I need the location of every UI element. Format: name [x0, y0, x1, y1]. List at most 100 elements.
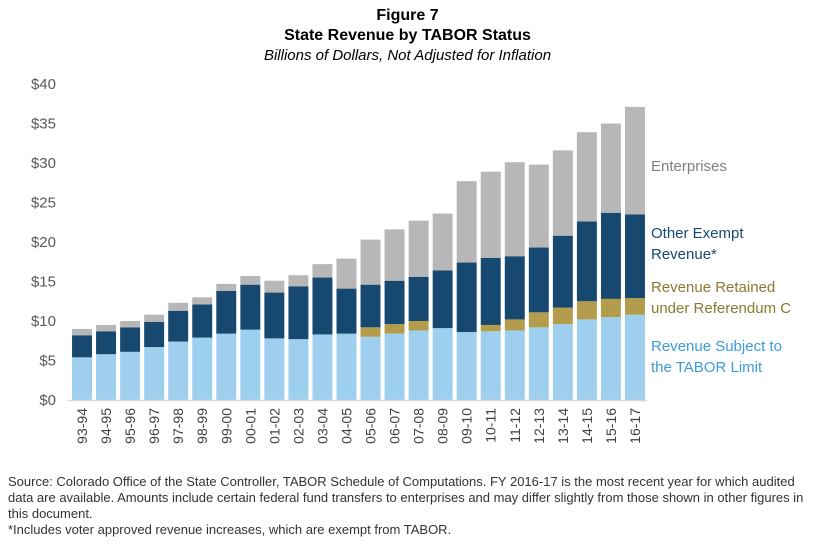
chart-title: State Revenue by TABOR Status: [284, 27, 531, 44]
bar-segment: [360, 327, 381, 337]
y-tick-label: $40: [31, 76, 56, 93]
x-tick-label: 08-09: [435, 408, 451, 444]
x-tick-label: 98-99: [194, 408, 210, 444]
bar-segment: [504, 256, 525, 320]
y-tick-label: $20: [31, 234, 56, 251]
x-tick-label: 04-05: [338, 408, 354, 444]
bar-segment: [360, 284, 381, 328]
bar-segment: [72, 328, 92, 336]
bar-segment: [480, 257, 501, 325]
y-tick-label: $25: [31, 195, 56, 212]
legend-label: Enterprises: [651, 158, 727, 175]
bar-stack-14-15: [576, 132, 597, 400]
bar-stack-12-13: [528, 164, 549, 400]
bar-stack-03-04: [312, 264, 333, 400]
bar-segment: [408, 276, 429, 321]
x-tick-label: 01-02: [266, 408, 282, 444]
bar-segment: [480, 324, 501, 332]
bar-segment: [168, 302, 189, 311]
bar-segment: [625, 214, 645, 299]
bar-stack-08-09: [432, 213, 453, 400]
bar-segment: [384, 280, 405, 325]
bar-segment: [600, 123, 621, 213]
y-tick-label: $5: [39, 353, 56, 370]
x-tick-label: 09-10: [459, 408, 475, 444]
bar-segment: [240, 284, 261, 330]
bar-segment: [72, 357, 92, 400]
x-tick-label: 11-12: [507, 408, 523, 443]
bar-stack-15-16: [600, 123, 621, 400]
legend-label: the TABOR Limit: [651, 359, 763, 376]
bar-segment: [144, 321, 165, 348]
bar-segment: [456, 332, 477, 400]
bar-segment: [312, 277, 333, 335]
bar-segment: [480, 331, 501, 400]
bar-segment: [288, 286, 309, 340]
bar-segment: [312, 334, 333, 400]
legend-label: Revenue Subject to: [651, 338, 782, 355]
bar-stack-07-08: [408, 220, 429, 400]
bar-stack-11-12: [504, 162, 525, 400]
chart-subtitle: Billions of Dollars, Not Adjusted for In…: [263, 47, 552, 64]
bar-stack-05-06: [360, 239, 381, 400]
bar-segment: [384, 333, 405, 400]
bar-stack-98-99: [192, 297, 213, 400]
legend-label: under Referendum C: [651, 300, 791, 317]
bar-segment: [120, 327, 141, 352]
legend-item: Revenue Subject to the TABOR Limit: [651, 338, 782, 376]
stacked-bar-chart: $0 $5 $10 $15 $20 $25 $30 $35 $40 93-94 94-95 95-9…: [31, 76, 791, 444]
figure-number: Figure 7: [376, 7, 439, 24]
bar-segment: [384, 229, 405, 281]
bar-stack-09-10: [456, 181, 477, 400]
bar-segment: [384, 324, 405, 334]
bar-segment: [432, 328, 453, 400]
x-tick-label: 96-97: [146, 408, 162, 444]
bar-segment: [120, 351, 141, 400]
bar-segment: [192, 304, 213, 338]
bar-segment: [96, 331, 117, 355]
bar-segment: [336, 258, 357, 289]
source-text: Source: Colorado Office of the State Con…: [8, 474, 804, 521]
bar-segment: [408, 321, 429, 331]
bar-stack-13-14: [552, 150, 573, 400]
bar-segment: [264, 338, 285, 400]
bar-segment: [528, 247, 549, 313]
legend-item: Revenue Retained under Referendum C: [651, 279, 791, 317]
bar-segment: [144, 347, 165, 400]
bar-stack-02-03: [288, 275, 309, 400]
bar-segment: [552, 324, 573, 400]
x-tick-label: 06-07: [387, 408, 403, 444]
bar-segment: [288, 275, 309, 287]
legend-label: Other Exempt: [651, 225, 744, 242]
bar-segment: [432, 213, 453, 271]
y-tick-label: $10: [31, 313, 56, 330]
y-tick-label: $15: [31, 274, 56, 291]
x-tick-label: 16-17: [627, 408, 643, 444]
chart-header: Figure 7 State Revenue by TABOR Status B…: [0, 6, 815, 65]
bar-segment: [480, 171, 501, 258]
bar-segment: [576, 301, 597, 320]
bar-segment: [240, 275, 261, 285]
x-tick-label: 94-95: [98, 408, 114, 444]
bar-segment: [528, 327, 549, 400]
bar-segment: [432, 270, 453, 329]
y-tick-label: $0: [39, 392, 56, 409]
bar-segment: [216, 283, 237, 291]
bar-segment: [504, 330, 525, 400]
bar-segment: [408, 220, 429, 277]
bar-segment: [552, 150, 573, 236]
bar-segment: [336, 333, 357, 400]
bar-segment: [72, 335, 92, 358]
bar-segment: [625, 106, 645, 215]
bar-stack-95-96: [120, 321, 141, 400]
bar-segment: [96, 324, 117, 332]
bar-segment: [360, 239, 381, 285]
bar-segment: [264, 292, 285, 339]
bar-segment: [600, 212, 621, 299]
bar-stack-04-05: [336, 258, 357, 400]
bar-stack-93-94: [72, 328, 92, 400]
bar-segment: [216, 290, 237, 334]
bar-segment: [552, 307, 573, 325]
legend-label: Revenue Retained: [651, 279, 775, 296]
